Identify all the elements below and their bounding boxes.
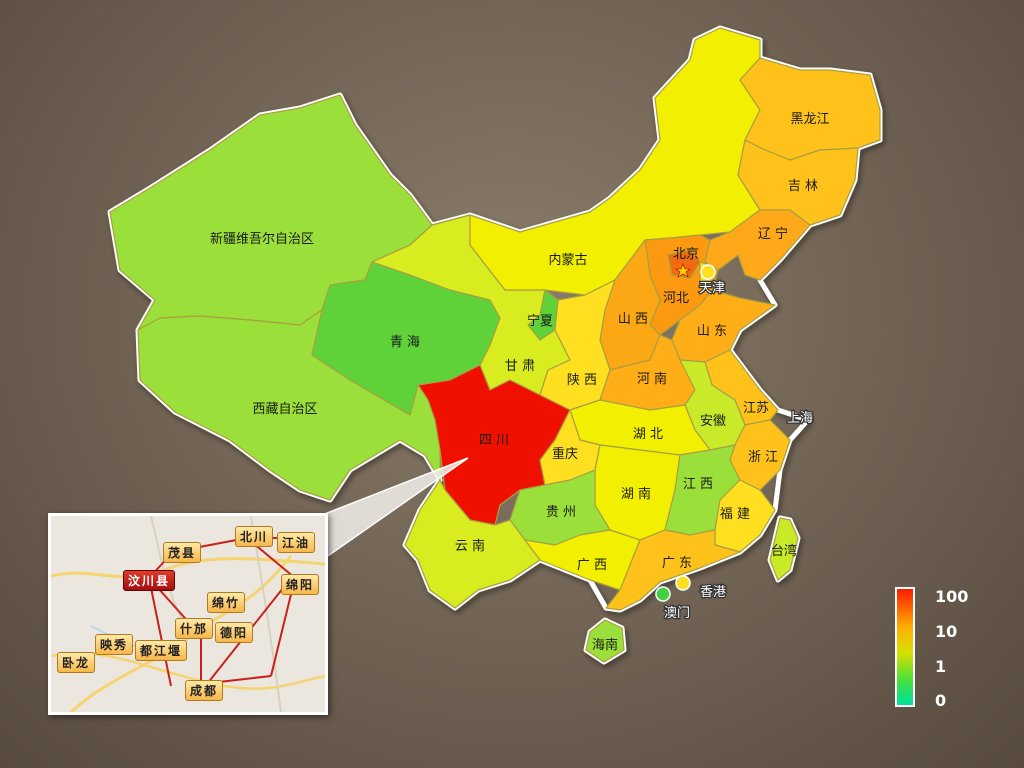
- label-yunnan: 云 南: [455, 538, 485, 554]
- province-guangdong[interactable]: [605, 529, 741, 611]
- legend-tick-0: 0: [935, 691, 947, 710]
- inset-place-dujiangyan: 都江堰: [135, 640, 188, 661]
- label-shanxi: 山 西: [618, 312, 648, 327]
- label-taiwan: 台湾: [771, 543, 797, 559]
- label-guangxi: 广 西: [577, 558, 607, 573]
- province-taiwan[interactable]: [769, 517, 799, 581]
- wenchuan-inset-map: 茂县 北川 江油 汶川县 绵阳 绵竹 什邡 德阳 映秀 都江堰 卧龙 成都: [48, 513, 328, 715]
- inset-place-mianyang: 绵阳: [281, 574, 320, 595]
- label-gansu: 甘 肃: [505, 359, 535, 374]
- label-shandong: 山 东: [697, 324, 727, 339]
- label-henan: 河 南: [637, 371, 667, 387]
- label-hainan: 海南: [592, 637, 618, 653]
- label-tianjin: 天津: [699, 281, 725, 296]
- legend-tick-1: 1: [935, 657, 947, 676]
- label-guangdong: 广 东: [662, 556, 692, 571]
- label-jilin: 吉 林: [788, 179, 818, 194]
- province-yunnan[interactable]: [404, 479, 541, 609]
- label-anhui: 安徽: [700, 414, 726, 429]
- label-hebei: 河北: [663, 291, 689, 306]
- label-xizang: 西藏自治区: [252, 402, 317, 417]
- label-zhejiang: 浙 江: [748, 450, 778, 465]
- tianjin-dot: [700, 264, 716, 280]
- macau-dot: [655, 586, 671, 602]
- label-hubei: 湖 北: [633, 427, 663, 442]
- legend-tick-100: 100: [935, 587, 969, 606]
- inset-place-deyang: 德阳: [215, 622, 254, 643]
- inset-place-jiangyou: 江油: [277, 532, 316, 553]
- inset-place-wolong: 卧龙: [57, 652, 96, 673]
- label-liaoning: 辽 宁: [758, 226, 788, 242]
- inset-place-yingxiu: 映秀: [95, 634, 134, 655]
- label-neimenggu: 内蒙古: [548, 252, 587, 268]
- label-beijing: 北京: [673, 247, 699, 262]
- legend-tick-10: 10: [935, 622, 958, 641]
- inset-place-maoxian: 茂县: [163, 542, 202, 563]
- label-jiangxi: 江 西: [683, 477, 713, 492]
- inset-place-chengdu: 成都: [185, 680, 224, 701]
- label-jiangsu: 江苏: [743, 400, 769, 416]
- inset-place-mianzhu: 绵竹: [207, 592, 246, 613]
- inset-place-beichuan: 北川: [235, 526, 274, 547]
- province-beijing[interactable]: [667, 249, 701, 279]
- label-qinghai: 青 海: [390, 335, 420, 350]
- legend-gradient-bar: [895, 587, 915, 707]
- inset-place-shifang: 什邡: [175, 618, 214, 639]
- label-chongqing: 重庆: [552, 446, 578, 462]
- label-shanghai: 上海: [787, 411, 813, 426]
- hongkong-dot: [675, 575, 691, 591]
- inset-place-wenchuan: 汶川县: [123, 570, 176, 591]
- beijing-star-icon: [675, 263, 691, 278]
- label-macau: 澳门: [664, 605, 690, 621]
- label-heilongjiang: 黑龙江: [790, 112, 829, 127]
- label-hunan: 湖 南: [621, 486, 651, 502]
- label-fujian: 福 建: [720, 507, 750, 522]
- province-heilongjiang[interactable]: [739, 57, 881, 161]
- label-sichuan: 四 川: [479, 433, 509, 448]
- province-hainan[interactable]: [585, 619, 625, 663]
- province-jilin[interactable]: [737, 139, 859, 226]
- label-shaanxi: 陕 西: [567, 373, 597, 388]
- label-hongkong: 香港: [700, 585, 726, 600]
- label-ningxia: 宁夏: [527, 313, 553, 329]
- label-xinjiang: 新疆维吾尔自治区: [210, 231, 314, 247]
- label-guizhou: 贵 州: [546, 505, 576, 520]
